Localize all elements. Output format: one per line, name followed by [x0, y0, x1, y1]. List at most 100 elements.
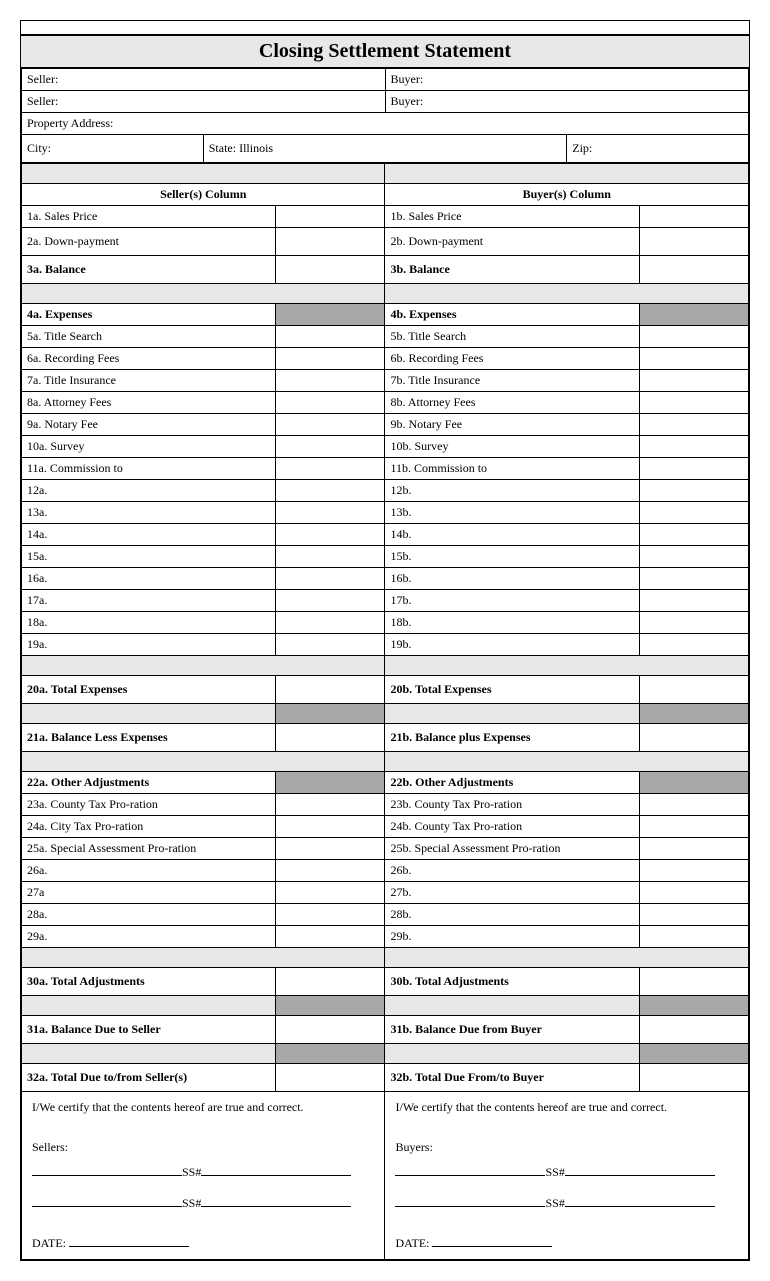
buyer-ss-2[interactable]: [565, 1206, 715, 1207]
row-16a-value[interactable]: [276, 568, 385, 590]
spacer-row: [385, 284, 749, 304]
row-21b-value[interactable]: [639, 724, 748, 752]
row-6a-value[interactable]: [276, 348, 385, 370]
row-15a-value[interactable]: [276, 546, 385, 568]
row-14b-label: 14b.: [385, 524, 639, 546]
row-3b-value[interactable]: [639, 256, 748, 284]
row-8b-value[interactable]: [639, 392, 748, 414]
spacer-row: [385, 752, 749, 772]
row-11b-label: 11b. Commission to: [385, 458, 639, 480]
seller-sig-1[interactable]: [32, 1175, 182, 1176]
row-28a-value[interactable]: [276, 904, 385, 926]
buyer-1-field[interactable]: Buyer:: [385, 69, 749, 91]
row-17a-value[interactable]: [276, 590, 385, 612]
row-12b-value[interactable]: [639, 480, 748, 502]
buyer-sig-2[interactable]: [395, 1206, 545, 1207]
buyer-date[interactable]: [432, 1246, 552, 1247]
row-5b-value[interactable]: [639, 326, 748, 348]
city-field[interactable]: City:: [22, 135, 204, 163]
row-22b-shade: [639, 772, 748, 794]
row-29a-label: 29a.: [22, 926, 276, 948]
row-29a-value[interactable]: [276, 926, 385, 948]
row-15b-value[interactable]: [639, 546, 748, 568]
row-3a-value[interactable]: [276, 256, 385, 284]
row-9a-value[interactable]: [276, 414, 385, 436]
row-25b-label: 25b. Special Assessment Pro-ration: [385, 838, 639, 860]
row-9b-value[interactable]: [639, 414, 748, 436]
row-27b-value[interactable]: [639, 882, 748, 904]
row-28b-value[interactable]: [639, 904, 748, 926]
row-23a-value[interactable]: [276, 794, 385, 816]
row-23a-label: 23a. County Tax Pro-ration: [22, 794, 276, 816]
row-6a-label: 6a. Recording Fees: [22, 348, 276, 370]
row-12a-label: 12a.: [22, 480, 276, 502]
row-17b-value[interactable]: [639, 590, 748, 612]
row-10b-value[interactable]: [639, 436, 748, 458]
top-spacer: [21, 21, 749, 35]
row-28a-label: 28a.: [22, 904, 276, 926]
row-7b-value[interactable]: [639, 370, 748, 392]
row-6b-value[interactable]: [639, 348, 748, 370]
row-26b-value[interactable]: [639, 860, 748, 882]
row-24b-value[interactable]: [639, 816, 748, 838]
row-18b-value[interactable]: [639, 612, 748, 634]
row-30b-value[interactable]: [639, 968, 748, 996]
row-21a-value[interactable]: [276, 724, 385, 752]
row-24a-value[interactable]: [276, 816, 385, 838]
seller-ss-1[interactable]: [201, 1175, 351, 1176]
row-32a-label: 32a. Total Due to/from Seller(s): [22, 1064, 276, 1092]
row-32a-value[interactable]: [276, 1064, 385, 1092]
row-25b-value[interactable]: [639, 838, 748, 860]
buyer-sig-1[interactable]: [395, 1175, 545, 1176]
property-address-field[interactable]: Property Address:: [22, 113, 749, 135]
row-1b-value[interactable]: [639, 206, 748, 228]
row-26a-value[interactable]: [276, 860, 385, 882]
row-23b-value[interactable]: [639, 794, 748, 816]
zip-field[interactable]: Zip:: [567, 135, 749, 163]
row-5a-value[interactable]: [276, 326, 385, 348]
buyer-ss-1[interactable]: [565, 1175, 715, 1176]
row-18a-value[interactable]: [276, 612, 385, 634]
row-20b-value[interactable]: [639, 676, 748, 704]
row-13a-value[interactable]: [276, 502, 385, 524]
spacer-shade: [276, 996, 385, 1016]
row-7a-value[interactable]: [276, 370, 385, 392]
row-4b-shade: [639, 304, 748, 326]
row-14a-value[interactable]: [276, 524, 385, 546]
row-15a-label: 15a.: [22, 546, 276, 568]
seller-sig-2[interactable]: [32, 1206, 182, 1207]
row-30a-value[interactable]: [276, 968, 385, 996]
row-2b-value[interactable]: [639, 228, 748, 256]
state-field[interactable]: State: Illinois: [203, 135, 567, 163]
row-32b-label: 32b. Total Due From/to Buyer: [385, 1064, 639, 1092]
row-29b-value[interactable]: [639, 926, 748, 948]
spacer-row: [22, 656, 385, 676]
row-8a-value[interactable]: [276, 392, 385, 414]
row-19a-value[interactable]: [276, 634, 385, 656]
row-10b-label: 10b. Survey: [385, 436, 639, 458]
row-12a-value[interactable]: [276, 480, 385, 502]
row-31a-value[interactable]: [276, 1016, 385, 1044]
row-31b-value[interactable]: [639, 1016, 748, 1044]
row-25a-value[interactable]: [276, 838, 385, 860]
row-19b-value[interactable]: [639, 634, 748, 656]
row-32b-value[interactable]: [639, 1064, 748, 1092]
row-11a-value[interactable]: [276, 458, 385, 480]
row-20a-value[interactable]: [276, 676, 385, 704]
seller-2-field[interactable]: Seller:: [22, 91, 386, 113]
row-14b-value[interactable]: [639, 524, 748, 546]
row-27a-value[interactable]: [276, 882, 385, 904]
row-9b-label: 9b. Notary Fee: [385, 414, 639, 436]
row-13b-value[interactable]: [639, 502, 748, 524]
row-10a-value[interactable]: [276, 436, 385, 458]
spacer-shade: [276, 1044, 385, 1064]
row-24a-label: 24a. City Tax Pro-ration: [22, 816, 276, 838]
buyer-2-field[interactable]: Buyer:: [385, 91, 749, 113]
seller-date[interactable]: [69, 1246, 189, 1247]
row-11b-value[interactable]: [639, 458, 748, 480]
row-2a-value[interactable]: [276, 228, 385, 256]
seller-ss-2[interactable]: [201, 1206, 351, 1207]
row-1a-value[interactable]: [276, 206, 385, 228]
seller-1-field[interactable]: Seller:: [22, 69, 386, 91]
row-16b-value[interactable]: [639, 568, 748, 590]
